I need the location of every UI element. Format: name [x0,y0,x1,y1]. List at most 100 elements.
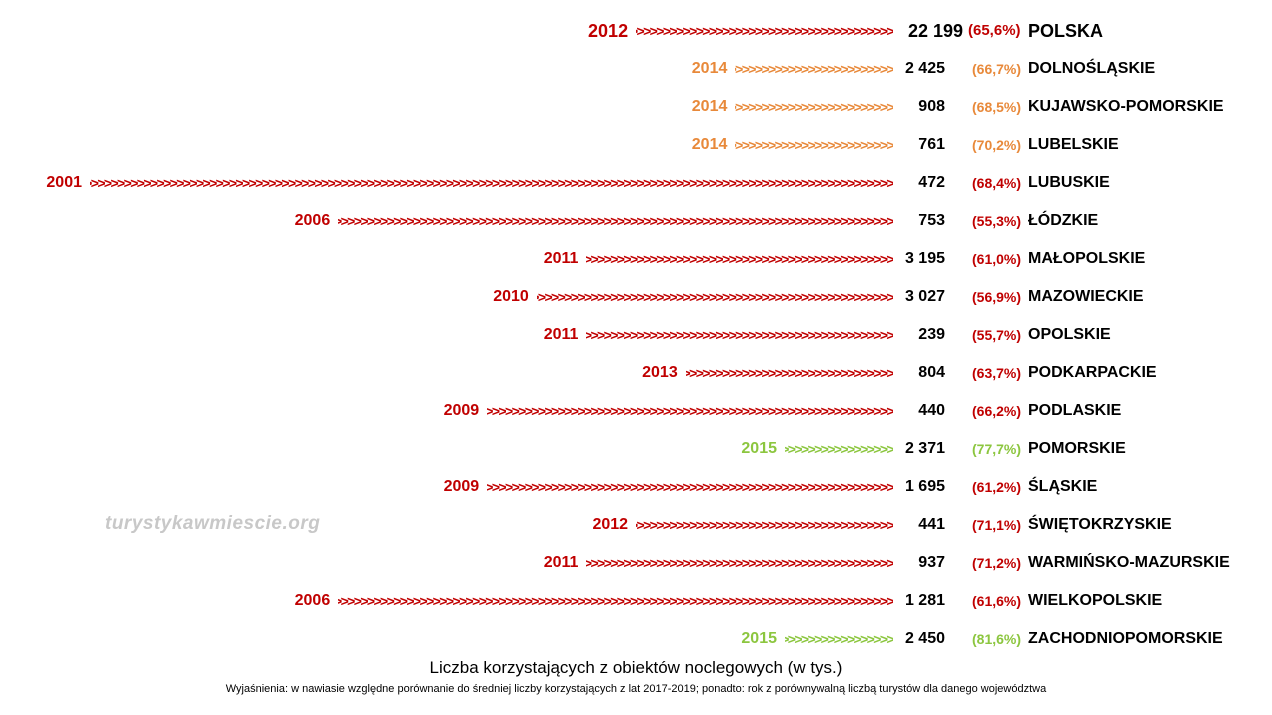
year-arrow-bar: <<<<<<<<<<<<<<<<<<<<<<<<<<<<<<<<<<<<<<<<… [586,251,893,267]
percent-label: (65,6%) [968,22,1021,39]
region-label: WIELKOPOLSKIE [1028,592,1163,609]
value-label: 239 [918,326,945,343]
year-arrow-bar: <<<<<<<<<<<<<<<<<<<<<<<<<<<<<<<<<<<<<<<<… [487,479,893,495]
percent-label: (71,1%) [972,517,1022,533]
year-arrow-bar: <<<<<<<<<<<<<<<<<<<<<<<<<<<<<<<<<<<<<<<<… [735,137,893,153]
region-label: MAZOWIECKIE [1028,288,1144,305]
value-label: 1 695 [904,478,945,495]
value-label: 908 [918,98,945,115]
year-label: 2006 [294,592,331,609]
table-row: 2014 <<<<<<<<<<<<<<<<<<<<<<<<<<<<<<<<<<<<… [0,126,1272,164]
table-row: 2014 <<<<<<<<<<<<<<<<<<<<<<<<<<<<<<<<<<<<… [0,50,1272,88]
chart-caption: Liczba korzystających z obiektów noclego… [429,658,843,677]
region-label: OPOLSKIE [1028,326,1111,343]
percent-label: (63,7%) [972,365,1022,381]
table-row: 2012 <<<<<<<<<<<<<<<<<<<<<<<<<<<<<<<<<<<<… [0,506,1272,544]
table-row: 2013 <<<<<<<<<<<<<<<<<<<<<<<<<<<<<<<<<<<<… [0,354,1272,392]
value-label: 1 281 [904,592,945,609]
region-label: PODLASKIE [1028,402,1122,419]
year-label: 2012 [588,21,629,41]
table-row: 2015 <<<<<<<<<<<<<<<<<<<<<<<<<<<<<<<<<<<<… [0,430,1272,468]
year-label: 2013 [642,364,678,381]
percent-label: (66,2%) [972,403,1022,419]
percent-label: (61,6%) [972,593,1022,609]
table-row: 2010 <<<<<<<<<<<<<<<<<<<<<<<<<<<<<<<<<<<<… [0,278,1272,316]
table-row: 2014 <<<<<<<<<<<<<<<<<<<<<<<<<<<<<<<<<<<<… [0,88,1272,126]
region-label: ŁÓDZKIE [1028,212,1099,229]
table-row: 2015 <<<<<<<<<<<<<<<<<<<<<<<<<<<<<<<<<<<<… [0,620,1272,658]
percent-label: (71,2%) [972,555,1022,571]
year-label: 2014 [691,136,728,153]
year-arrow-bar: <<<<<<<<<<<<<<<<<<<<<<<<<<<<<<<<<<<<<<<<… [735,99,893,115]
value-label: 804 [918,364,945,381]
value-label: 440 [918,402,945,419]
percent-label: (81,6%) [972,631,1022,647]
watermark: turystykawmiescie.org [105,513,321,534]
percent-label: (66,7%) [972,61,1022,77]
year-label: 2015 [741,630,777,647]
chart-area: 2012 <<<<<<<<<<<<<<<<<<<<<<<<<<<<<<<<<<<<… [0,12,1272,658]
region-label: POMORSKIE [1028,440,1126,457]
year-arrow-bar: <<<<<<<<<<<<<<<<<<<<<<<<<<<<<<<<<<<<<<<<… [586,555,893,571]
year-arrow-bar: <<<<<<<<<<<<<<<<<<<<<<<<<<<<<<<<<<<<<<<<… [785,631,893,647]
table-row: 2006 <<<<<<<<<<<<<<<<<<<<<<<<<<<<<<<<<<<<… [0,202,1272,240]
region-label: LUBUSKIE [1028,174,1110,191]
region-label: POLSKA [1028,21,1104,41]
percent-label: (70,2%) [972,137,1022,153]
year-label: 2006 [294,212,331,229]
table-row: 2001 <<<<<<<<<<<<<<<<<<<<<<<<<<<<<<<<<<<<… [0,164,1272,202]
year-arrow-bar: <<<<<<<<<<<<<<<<<<<<<<<<<<<<<<<<<<<<<<<<… [685,365,893,381]
year-arrow-bar: <<<<<<<<<<<<<<<<<<<<<<<<<<<<<<<<<<<<<<<<… [338,213,893,229]
year-label: 2011 [543,250,579,267]
percent-label: (55,7%) [972,327,1022,343]
year-arrow-bar: <<<<<<<<<<<<<<<<<<<<<<<<<<<<<<<<<<<<<<<<… [636,517,893,533]
percent-label: (61,0%) [972,251,1022,267]
region-label: ŚLĄSKIE [1028,478,1098,495]
year-label: 2010 [493,288,529,305]
year-label: 2011 [543,554,579,571]
value-label: 472 [918,174,945,191]
year-label: 2001 [46,174,82,191]
table-row: 2012 <<<<<<<<<<<<<<<<<<<<<<<<<<<<<<<<<<<<… [0,12,1272,50]
region-label: PODKARPACKIE [1028,364,1157,381]
year-arrow-bar: <<<<<<<<<<<<<<<<<<<<<<<<<<<<<<<<<<<<<<<<… [338,593,893,609]
value-label: 22 199 [907,21,963,41]
year-label: 2009 [443,402,480,419]
percent-label: (56,9%) [972,289,1022,305]
chart-note: Wyjaśnienia: w nawiasie względne porówna… [225,683,1047,695]
region-label: MAŁOPOLSKIE [1028,250,1146,267]
value-label: 761 [918,136,945,153]
region-label: ŚWIĘTOKRZYSKIE [1028,516,1172,533]
value-label: 3 195 [904,250,945,267]
year-label: 2009 [443,478,480,495]
year-arrow-bar: <<<<<<<<<<<<<<<<<<<<<<<<<<<<<<<<<<<<<<<<… [735,61,893,77]
percent-label: (68,5%) [972,99,1022,115]
table-row: 2009 <<<<<<<<<<<<<<<<<<<<<<<<<<<<<<<<<<<<… [0,468,1272,506]
year-label: 2015 [741,440,777,457]
year-arrow-bar: <<<<<<<<<<<<<<<<<<<<<<<<<<<<<<<<<<<<<<<<… [90,175,893,191]
value-label: 937 [918,554,945,571]
table-row: 2011 <<<<<<<<<<<<<<<<<<<<<<<<<<<<<<<<<<<<… [0,316,1272,354]
year-arrow-bar: <<<<<<<<<<<<<<<<<<<<<<<<<<<<<<<<<<<<<<<<… [785,441,893,457]
table-row: 2011 <<<<<<<<<<<<<<<<<<<<<<<<<<<<<<<<<<<<… [0,240,1272,278]
percent-label: (55,3%) [972,213,1022,229]
year-label: 2014 [691,98,728,115]
value-label: 3 027 [904,288,945,305]
year-arrow-bar: <<<<<<<<<<<<<<<<<<<<<<<<<<<<<<<<<<<<<<<<… [586,327,893,343]
year-label: 2014 [691,60,728,77]
table-row: 2011 <<<<<<<<<<<<<<<<<<<<<<<<<<<<<<<<<<<<… [0,544,1272,582]
region-label: ZACHODNIOPOMORSKIE [1028,630,1223,647]
region-label: WARMIŃSKO-MAZURSKIE [1028,554,1230,571]
value-label: 2 371 [904,440,945,457]
percent-label: (68,4%) [972,175,1022,191]
year-label: 2012 [592,516,629,533]
table-row: 2006 <<<<<<<<<<<<<<<<<<<<<<<<<<<<<<<<<<<<… [0,582,1272,620]
value-label: 2 450 [904,630,945,647]
year-label: 2011 [543,326,579,343]
percent-label: (77,7%) [972,441,1022,457]
year-arrow-bar: <<<<<<<<<<<<<<<<<<<<<<<<<<<<<<<<<<<<<<<<… [636,23,893,39]
year-arrow-bar: <<<<<<<<<<<<<<<<<<<<<<<<<<<<<<<<<<<<<<<<… [487,403,893,419]
region-label: KUJAWSKO-POMORSKIE [1028,98,1224,115]
percent-label: (61,2%) [972,479,1022,495]
value-label: 2 425 [904,60,945,77]
